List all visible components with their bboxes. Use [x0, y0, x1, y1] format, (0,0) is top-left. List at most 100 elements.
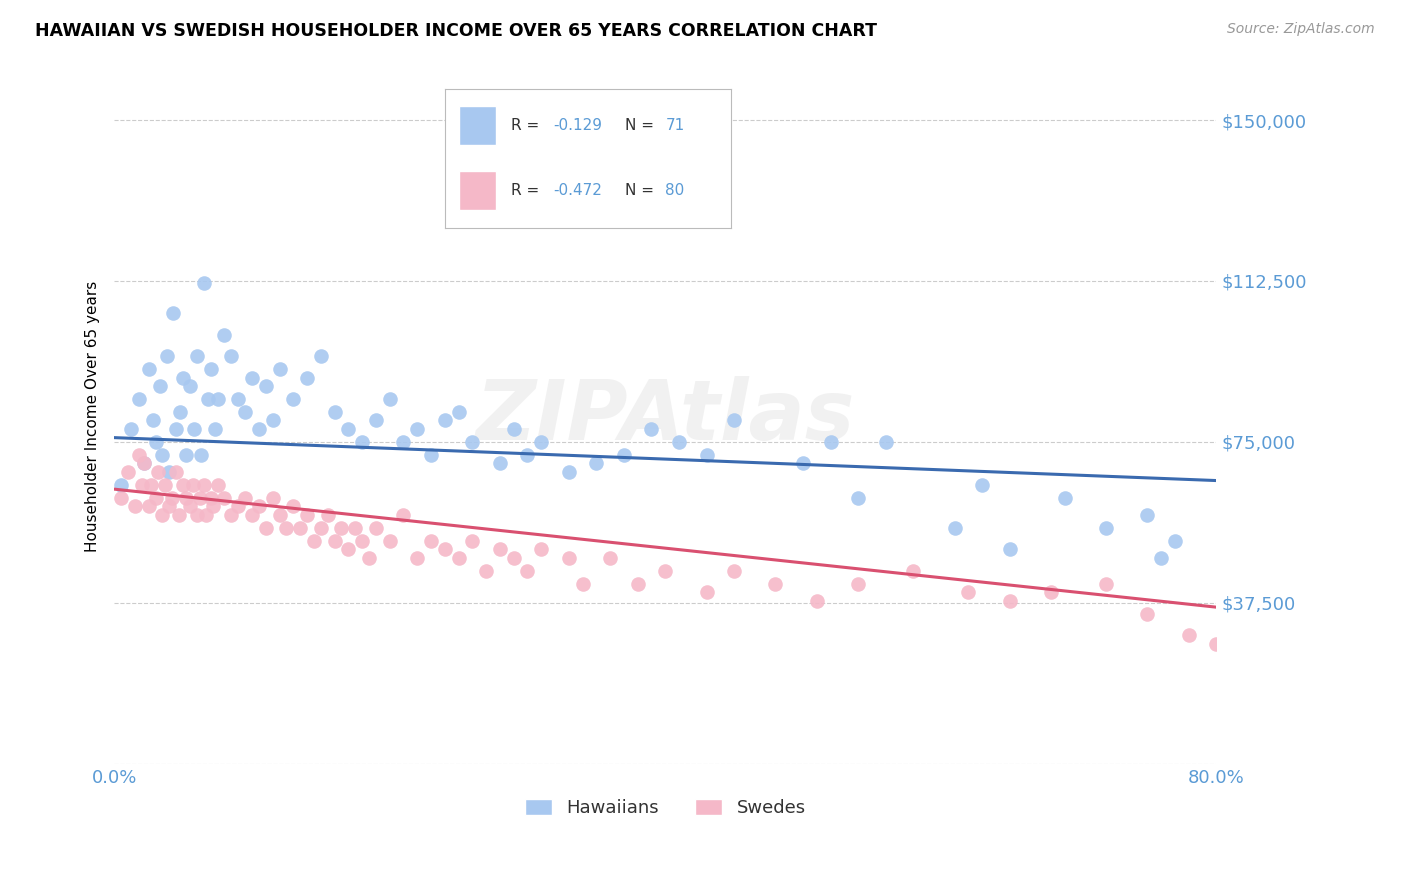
Point: [571, 576, 593, 591]
Point: [269, 362, 291, 376]
Point: [1039, 585, 1062, 599]
Point: [117, 465, 139, 479]
Point: [110, 491, 132, 505]
Legend: Hawaiians, Swedes: Hawaiians, Swedes: [517, 791, 813, 824]
Point: [288, 521, 311, 535]
Point: [207, 478, 229, 492]
Point: [152, 448, 174, 462]
Point: [1136, 607, 1159, 621]
Point: [765, 576, 787, 591]
Point: [461, 533, 484, 548]
Point: [262, 491, 284, 505]
Point: [120, 422, 142, 436]
Point: [316, 508, 339, 522]
Point: [516, 448, 538, 462]
Point: [160, 491, 183, 505]
Point: [162, 306, 184, 320]
Point: [558, 465, 581, 479]
Point: [124, 500, 146, 514]
Point: [174, 491, 197, 505]
Point: [283, 392, 305, 406]
Point: [530, 434, 553, 449]
Point: [461, 434, 484, 449]
Point: [323, 533, 346, 548]
Point: [344, 521, 367, 535]
Point: [193, 276, 215, 290]
Point: [202, 500, 225, 514]
Point: [378, 533, 401, 548]
Point: [998, 542, 1021, 557]
Text: ZIPAtlas: ZIPAtlas: [475, 376, 855, 457]
Point: [295, 508, 318, 522]
Point: [364, 413, 387, 427]
Point: [188, 491, 211, 505]
Point: [530, 542, 553, 557]
Point: [1136, 508, 1159, 522]
Point: [957, 585, 980, 599]
Point: [165, 422, 187, 436]
Point: [558, 550, 581, 565]
Point: [364, 521, 387, 535]
Point: [998, 593, 1021, 607]
Point: [148, 465, 170, 479]
Point: [145, 434, 167, 449]
Point: [165, 465, 187, 479]
Point: [406, 550, 429, 565]
Point: [654, 564, 676, 578]
Point: [254, 379, 277, 393]
Point: [134, 456, 156, 470]
Point: [207, 392, 229, 406]
Point: [433, 413, 456, 427]
Point: [179, 500, 201, 514]
Point: [668, 434, 690, 449]
Point: [157, 465, 180, 479]
Point: [152, 508, 174, 522]
Point: [204, 422, 226, 436]
Text: Source: ZipAtlas.com: Source: ZipAtlas.com: [1227, 22, 1375, 37]
Point: [247, 500, 270, 514]
Point: [970, 478, 993, 492]
Point: [183, 422, 205, 436]
Point: [378, 392, 401, 406]
Point: [433, 542, 456, 557]
Point: [820, 434, 842, 449]
Point: [172, 478, 194, 492]
Point: [1177, 628, 1199, 642]
Point: [502, 422, 524, 436]
Point: [792, 456, 814, 470]
Point: [392, 508, 415, 522]
Point: [352, 434, 374, 449]
Point: [1150, 550, 1173, 565]
Point: [903, 564, 925, 578]
Point: [352, 533, 374, 548]
Point: [200, 362, 222, 376]
Point: [134, 456, 156, 470]
Point: [1205, 637, 1227, 651]
Point: [283, 500, 305, 514]
Point: [200, 491, 222, 505]
Point: [186, 508, 208, 522]
Point: [406, 422, 429, 436]
Point: [392, 434, 415, 449]
Point: [696, 585, 718, 599]
Point: [330, 521, 353, 535]
Point: [846, 576, 869, 591]
Point: [1053, 491, 1076, 505]
Point: [806, 593, 828, 607]
Point: [723, 413, 745, 427]
Point: [447, 550, 470, 565]
Point: [219, 508, 242, 522]
Point: [226, 392, 249, 406]
Point: [155, 349, 177, 363]
Point: [219, 349, 242, 363]
Point: [131, 478, 153, 492]
Point: [157, 500, 180, 514]
Point: [247, 422, 270, 436]
Point: [502, 550, 524, 565]
Y-axis label: Householder Income Over 65 years: Householder Income Over 65 years: [86, 281, 100, 552]
Point: [181, 478, 204, 492]
Point: [179, 379, 201, 393]
Point: [302, 533, 325, 548]
Point: [1095, 576, 1118, 591]
Point: [149, 379, 172, 393]
